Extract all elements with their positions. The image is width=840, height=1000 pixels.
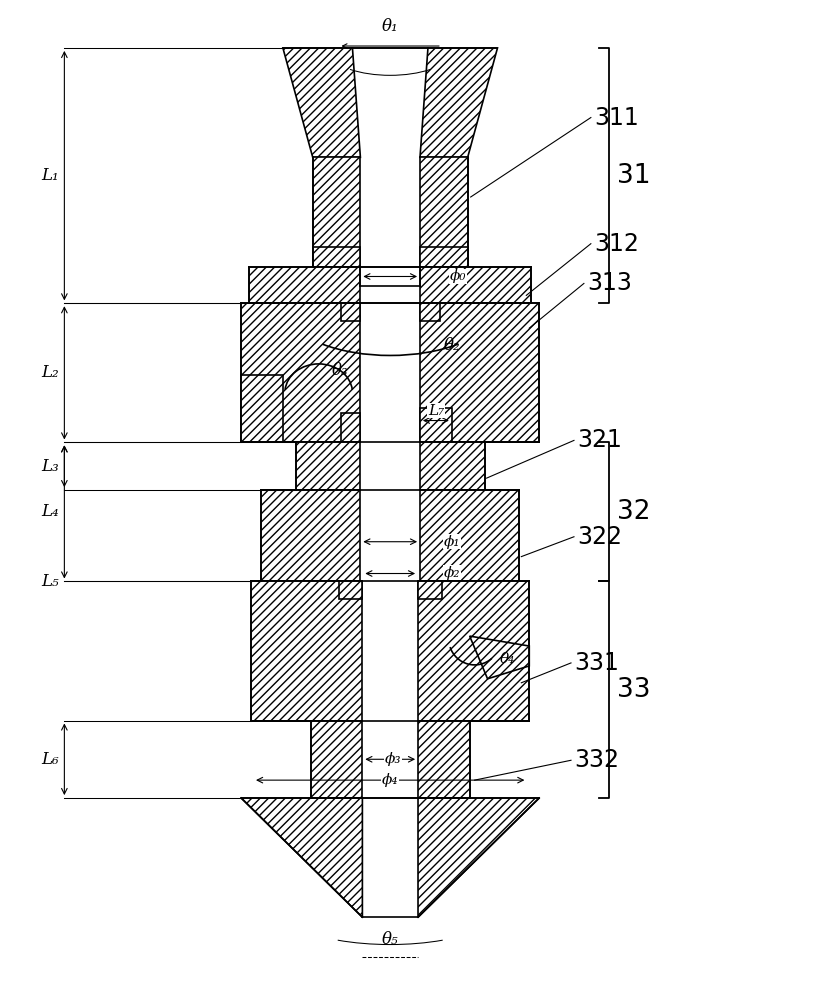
Text: L₂: L₂ [42, 364, 60, 381]
Polygon shape [470, 636, 529, 679]
Bar [420, 303, 539, 442]
Bar [420, 267, 531, 303]
Text: 332: 332 [574, 748, 619, 772]
Text: L₃: L₃ [42, 458, 60, 475]
Bar [420, 408, 452, 442]
Text: 321: 321 [577, 428, 622, 452]
Bar [312, 157, 360, 267]
Text: L₆: L₆ [42, 751, 60, 768]
Bar [312, 247, 360, 267]
Text: L₅: L₅ [42, 573, 60, 590]
Bar [339, 581, 362, 599]
Text: ϕ₄: ϕ₄ [382, 773, 398, 787]
Polygon shape [283, 48, 360, 157]
Bar [420, 157, 468, 267]
Bar [241, 375, 283, 442]
Polygon shape [418, 798, 539, 917]
Text: 32: 32 [617, 499, 650, 525]
Bar [418, 581, 442, 599]
Text: 31: 31 [617, 163, 650, 189]
Text: 312: 312 [594, 232, 638, 256]
Bar [420, 247, 468, 267]
Text: ϕ₀: ϕ₀ [449, 269, 466, 283]
Text: 33: 33 [617, 677, 650, 703]
Bar [311, 721, 362, 798]
Bar [420, 442, 485, 490]
Bar [418, 581, 529, 721]
Text: 311: 311 [594, 106, 638, 130]
Bar [420, 303, 440, 321]
Bar [418, 721, 470, 798]
Text: θ₁: θ₁ [382, 18, 398, 35]
Text: ϕ₂: ϕ₂ [444, 566, 460, 580]
Bar [249, 267, 360, 303]
Bar [420, 490, 519, 581]
Text: θ₃: θ₃ [332, 362, 349, 379]
Bar [340, 413, 360, 442]
Bar [340, 303, 360, 321]
Bar [241, 303, 360, 442]
Text: L₁: L₁ [42, 167, 60, 184]
Text: ϕ₁: ϕ₁ [444, 535, 460, 549]
Text: θ₄: θ₄ [500, 652, 515, 666]
Text: 331: 331 [574, 651, 619, 675]
Text: 322: 322 [577, 525, 622, 549]
Text: ϕ₃: ϕ₃ [385, 752, 402, 766]
Polygon shape [420, 48, 497, 157]
Text: L₇: L₇ [428, 404, 444, 418]
Text: θ₅: θ₅ [382, 931, 398, 948]
Text: θ₂: θ₂ [444, 337, 460, 354]
Polygon shape [241, 798, 362, 917]
Bar [261, 490, 360, 581]
Text: L₄: L₄ [42, 503, 60, 520]
Bar [251, 581, 362, 721]
Text: 313: 313 [587, 271, 632, 295]
Bar [296, 442, 360, 490]
